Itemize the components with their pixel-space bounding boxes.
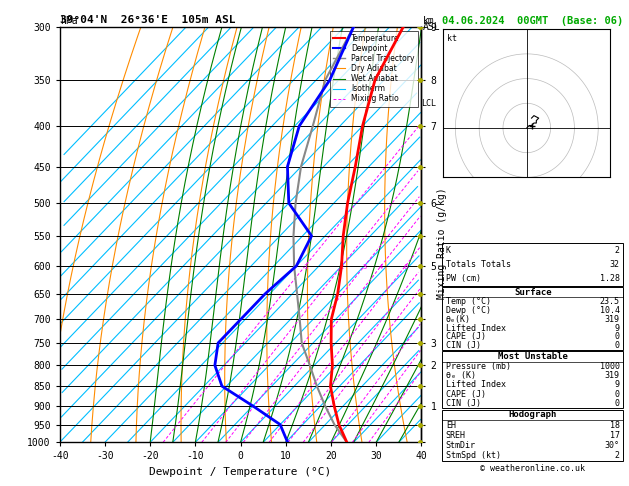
Text: CIN (J): CIN (J)	[446, 341, 481, 350]
Text: CAPE (J): CAPE (J)	[446, 332, 486, 341]
Text: LCL: LCL	[421, 99, 437, 108]
X-axis label: Dewpoint / Temperature (°C): Dewpoint / Temperature (°C)	[150, 467, 331, 477]
Text: 39°04'N  26°36'E  105m ASL: 39°04'N 26°36'E 105m ASL	[60, 15, 235, 25]
Text: Surface: Surface	[514, 288, 552, 297]
Text: 6: 6	[403, 264, 408, 270]
Text: 23.5: 23.5	[599, 297, 620, 306]
Text: Dewp (°C): Dewp (°C)	[446, 306, 491, 315]
Text: CAPE (J): CAPE (J)	[446, 390, 486, 399]
Text: Lifted Index: Lifted Index	[446, 324, 506, 332]
Text: 04.06.2024  00GMT  (Base: 06): 04.06.2024 00GMT (Base: 06)	[442, 16, 623, 26]
Text: 4: 4	[379, 264, 383, 270]
Text: 2: 2	[340, 264, 344, 270]
Text: Pressure (mb): Pressure (mb)	[446, 362, 511, 371]
Text: 1000: 1000	[599, 362, 620, 371]
FancyBboxPatch shape	[442, 287, 623, 350]
Text: StmDir: StmDir	[446, 441, 476, 450]
FancyBboxPatch shape	[442, 410, 623, 461]
Text: 17: 17	[610, 431, 620, 440]
Text: 1.28: 1.28	[599, 274, 620, 283]
Text: hPa: hPa	[60, 16, 77, 26]
Text: Lifted Index: Lifted Index	[446, 381, 506, 389]
Text: 9: 9	[615, 381, 620, 389]
FancyBboxPatch shape	[442, 243, 623, 286]
Text: Temp (°C): Temp (°C)	[446, 297, 491, 306]
Text: 0: 0	[615, 399, 620, 408]
Text: EH: EH	[446, 420, 456, 430]
Text: 2: 2	[615, 246, 620, 255]
Text: K: K	[446, 246, 451, 255]
Text: 0: 0	[615, 341, 620, 350]
Text: 32: 32	[610, 260, 620, 269]
Text: 319: 319	[604, 315, 620, 324]
Text: Mixing Ratio (g/kg): Mixing Ratio (g/kg)	[437, 187, 447, 299]
Text: Hodograph: Hodograph	[509, 410, 557, 419]
Text: ASL: ASL	[423, 21, 440, 32]
Legend: Temperature, Dewpoint, Parcel Trajectory, Dry Adiabat, Wet Adiabat, Isotherm, Mi: Temperature, Dewpoint, Parcel Trajectory…	[330, 31, 418, 106]
Text: PW (cm): PW (cm)	[446, 274, 481, 283]
Text: 3: 3	[362, 264, 367, 270]
Text: km: km	[423, 16, 435, 26]
Text: 9: 9	[615, 324, 620, 332]
FancyBboxPatch shape	[442, 351, 623, 408]
Text: 319: 319	[604, 371, 620, 380]
Text: 0: 0	[615, 390, 620, 399]
Text: Totals Totals: Totals Totals	[446, 260, 511, 269]
Text: 18: 18	[610, 420, 620, 430]
Text: SREH: SREH	[446, 431, 466, 440]
Text: StmSpd (kt): StmSpd (kt)	[446, 451, 501, 460]
Text: 0: 0	[615, 332, 620, 341]
Text: © weatheronline.co.uk: © weatheronline.co.uk	[481, 464, 585, 472]
Text: 2: 2	[615, 451, 620, 460]
Text: θₑ (K): θₑ (K)	[446, 371, 476, 380]
Text: CIN (J): CIN (J)	[446, 399, 481, 408]
Text: 1: 1	[303, 264, 308, 270]
Text: kt: kt	[447, 34, 457, 43]
Text: Most Unstable: Most Unstable	[498, 352, 568, 361]
Text: 10.4: 10.4	[599, 306, 620, 315]
Text: θₑ(K): θₑ(K)	[446, 315, 471, 324]
Text: 30°: 30°	[604, 441, 620, 450]
